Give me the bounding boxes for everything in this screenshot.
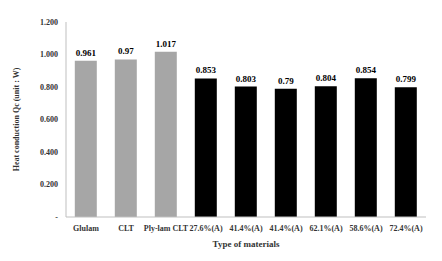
svg-text:0.800: 0.800 — [40, 83, 58, 92]
svg-text:0.804: 0.804 — [316, 73, 337, 83]
svg-text:41.4%(A): 41.4%(A) — [269, 224, 302, 233]
svg-text:CLT: CLT — [118, 224, 134, 233]
svg-text:0.799: 0.799 — [396, 74, 417, 84]
svg-text:Glulam: Glulam — [73, 224, 99, 233]
svg-text:0.97: 0.97 — [118, 46, 134, 56]
svg-text:72.4%(A): 72.4%(A) — [389, 224, 422, 233]
svg-text:-: - — [55, 213, 58, 222]
svg-text:0.961: 0.961 — [76, 48, 97, 58]
svg-text:0.803: 0.803 — [236, 74, 257, 84]
svg-text:41.4%(A): 41.4%(A) — [229, 224, 262, 233]
svg-text:27.6%(A): 27.6%(A) — [189, 224, 222, 233]
svg-text:1.200: 1.200 — [40, 18, 58, 27]
svg-text:0.853: 0.853 — [196, 65, 217, 75]
svg-text:1.000: 1.000 — [40, 50, 58, 59]
svg-text:58.6%(A): 58.6%(A) — [349, 224, 382, 233]
svg-text:Heat conduction Qc (unit : W): Heat conduction Qc (unit : W) — [12, 67, 21, 171]
svg-text:0.400: 0.400 — [40, 148, 58, 157]
svg-text:0.79: 0.79 — [278, 76, 294, 86]
svg-text:Type of materials: Type of materials — [213, 239, 280, 249]
svg-text:1.017: 1.017 — [156, 39, 177, 49]
svg-text:0.600: 0.600 — [40, 115, 58, 124]
svg-text:62.1%(A): 62.1%(A) — [309, 224, 342, 233]
svg-text:0.854: 0.854 — [356, 65, 377, 75]
svg-text:Ply-lam CLT: Ply-lam CLT — [144, 224, 189, 233]
svg-text:0.200: 0.200 — [40, 180, 58, 189]
